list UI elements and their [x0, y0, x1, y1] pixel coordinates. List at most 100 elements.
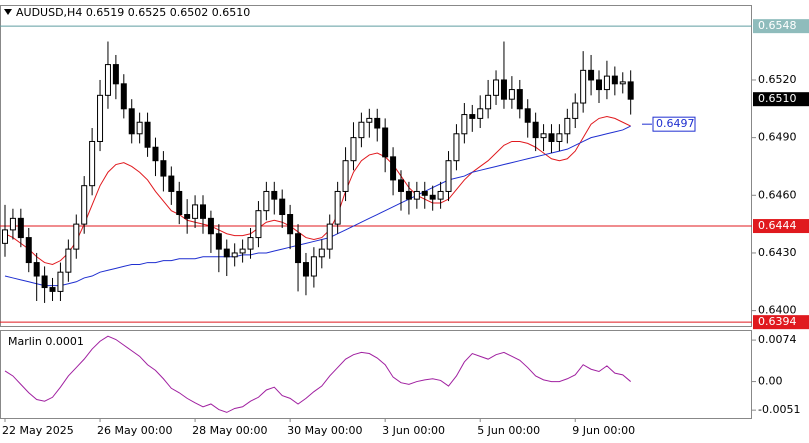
candle-body	[342, 160, 349, 192]
candle-body	[619, 81, 626, 85]
level-label-box	[753, 219, 809, 234]
candle-body	[310, 256, 317, 277]
price-label-box	[753, 92, 809, 107]
candle-body	[160, 160, 167, 177]
price-label: 0.6510	[758, 92, 797, 105]
level-label-box	[753, 19, 809, 34]
candle-body	[469, 114, 476, 119]
candle-body	[572, 102, 579, 119]
indicator-line	[4, 115, 631, 266]
sub-panel	[0, 330, 752, 419]
candle-body	[453, 133, 460, 162]
candle-body	[25, 237, 32, 264]
candle-body	[413, 190, 420, 200]
level-label: 0.6444	[758, 219, 797, 232]
candle-body	[437, 190, 444, 200]
symbol-marker	[4, 9, 12, 15]
candle-body	[500, 79, 507, 100]
candle-body	[350, 137, 357, 162]
x-tick-label: 3 Jun 00:00	[382, 424, 445, 437]
candle-body	[57, 271, 64, 292]
candle-body	[17, 217, 24, 239]
indicator-line	[4, 125, 631, 287]
candle-body	[239, 248, 246, 254]
candle-body	[49, 287, 56, 292]
level-label: 0.6548	[758, 19, 797, 32]
y-tick-label: 0.00	[758, 375, 783, 388]
x-tick-label: 5 Jun 00:00	[477, 424, 540, 437]
candle-body	[33, 262, 40, 277]
candle-body	[366, 117, 373, 123]
candle-body	[627, 81, 634, 100]
indicator-line	[4, 335, 632, 413]
y-tick-label: 0.6400	[758, 304, 797, 317]
candle-body	[247, 237, 254, 250]
x-tick-label: 26 May 00:00	[97, 424, 172, 437]
candle-body	[295, 233, 302, 264]
candle-body	[532, 121, 539, 139]
candle-body	[516, 89, 523, 110]
candle-body	[485, 94, 492, 110]
candle-body	[231, 252, 238, 258]
candle-body	[588, 69, 595, 81]
candle-body	[508, 89, 515, 100]
candle-body	[493, 79, 500, 96]
candle-body	[334, 190, 341, 225]
candle-body	[580, 69, 587, 104]
candle-body	[223, 248, 230, 258]
candle-body	[611, 75, 618, 85]
candle-body	[318, 248, 325, 258]
y-tick-label: 0.6520	[758, 73, 797, 86]
candle-body	[65, 248, 72, 273]
x-tick-label: 28 May 00:00	[192, 424, 267, 437]
y-tick-label: 0.0074	[758, 333, 797, 346]
candle-body	[287, 214, 294, 235]
candle-body	[9, 217, 16, 231]
main-panel	[0, 5, 752, 327]
candle-body	[556, 133, 563, 142]
candle-body	[374, 117, 381, 129]
candle-body	[382, 127, 389, 158]
candle-body	[104, 64, 111, 96]
candle-body	[326, 223, 333, 250]
candle-body	[152, 146, 159, 162]
candle-body	[279, 198, 286, 216]
candle-body	[215, 233, 222, 250]
x-tick-label: 22 May 2025	[2, 424, 74, 437]
candle-body	[548, 133, 555, 142]
candle-body	[405, 190, 412, 200]
x-tick-label: 9 Jun 00:00	[572, 424, 635, 437]
candle-body	[128, 108, 135, 135]
candle-body	[89, 140, 96, 187]
y-tick-label: 0.6430	[758, 246, 797, 259]
candle-body	[81, 185, 88, 225]
candle-body	[540, 133, 547, 139]
candle-body	[97, 94, 104, 142]
candle-body	[445, 160, 452, 192]
annotation-label: 0.6497	[656, 117, 695, 130]
candle-body	[112, 64, 119, 85]
candle-body	[184, 214, 191, 219]
candle-body	[358, 121, 365, 139]
candle-body	[168, 175, 175, 192]
y-tick-label: 0.6490	[758, 131, 797, 144]
candle-body	[255, 210, 262, 239]
x-tick-label: 30 May 00:00	[287, 424, 362, 437]
candle-body	[429, 194, 436, 200]
candle-body	[144, 121, 151, 148]
level-label: 0.6394	[758, 315, 797, 328]
candle-body	[41, 275, 48, 289]
candle-body	[461, 114, 468, 135]
indicator-title: Marlin 0.0001	[8, 335, 84, 348]
candle-body	[207, 217, 214, 235]
candle-body	[200, 204, 206, 219]
y-tick-label: -0.0051	[758, 403, 800, 416]
candle-body	[390, 156, 397, 181]
candle-body	[302, 262, 309, 277]
candle-body	[603, 75, 610, 91]
candle-body	[596, 79, 602, 91]
candle-body	[398, 179, 404, 192]
level-label-box	[753, 315, 809, 330]
candle-body	[263, 190, 270, 212]
